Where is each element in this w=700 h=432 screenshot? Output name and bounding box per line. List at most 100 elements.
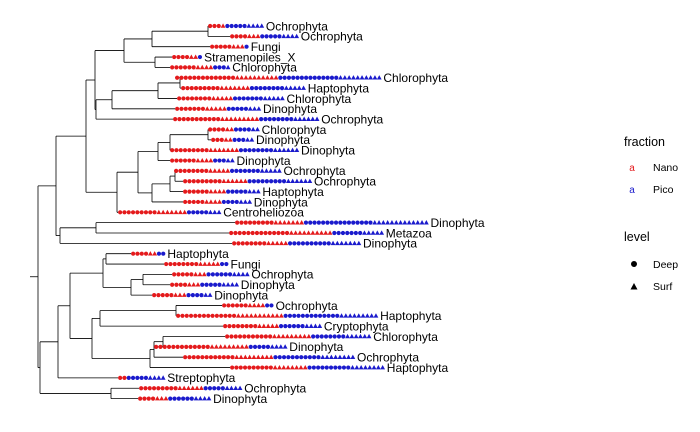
nano-deep-point xyxy=(198,86,203,91)
nano-deep-point xyxy=(183,199,188,205)
pico-deep-point xyxy=(172,396,177,401)
pico-deep-point xyxy=(359,220,364,225)
nano-surf-point xyxy=(235,313,241,318)
pico-surf-point xyxy=(289,33,295,39)
pico-surf-point xyxy=(255,23,260,28)
nano-deep-point xyxy=(230,365,235,370)
nano-surf-point xyxy=(195,282,201,287)
pico-deep-point xyxy=(256,148,261,153)
tip-bar-group xyxy=(118,375,166,380)
nano-deep-point xyxy=(201,344,206,349)
nano-surf-point xyxy=(173,292,179,297)
pico-deep-point xyxy=(283,313,288,318)
pico-deep-point xyxy=(278,75,283,80)
pico-surf-point xyxy=(296,85,302,90)
tip-label: Dinophyta xyxy=(213,392,267,406)
nano-surf-point xyxy=(240,313,246,318)
pico-deep-point xyxy=(130,375,136,380)
pico-deep-point xyxy=(181,396,186,401)
pico-deep-point xyxy=(199,210,204,215)
pico-deep-point xyxy=(217,65,222,70)
pico-surf-point xyxy=(285,178,291,184)
nano-deep-point xyxy=(238,365,243,370)
pico-surf-point xyxy=(256,106,262,111)
nano-deep-point xyxy=(214,44,219,49)
pico-surf-point xyxy=(379,230,385,235)
pico-surf-point xyxy=(225,64,231,70)
pico-deep-point xyxy=(329,220,334,225)
nano-deep-point xyxy=(173,117,178,122)
pico-surf-point xyxy=(343,313,349,318)
pico-surf-point xyxy=(324,354,330,359)
nano-deep-point xyxy=(229,230,234,236)
nano-deep-point xyxy=(226,75,231,80)
nano-deep-point xyxy=(183,106,188,111)
nano-surf-point xyxy=(314,230,320,235)
pico-deep-point xyxy=(210,272,215,277)
nano-deep-point xyxy=(216,127,221,132)
tip-bar-group xyxy=(170,64,231,70)
nano-surf-point xyxy=(284,333,290,339)
pico-deep-point xyxy=(213,158,218,163)
nano-surf-point xyxy=(223,137,229,142)
pico-deep-point xyxy=(320,365,325,370)
pico-surf-point xyxy=(353,333,359,339)
pico-deep-point xyxy=(161,251,166,256)
nano-deep-point xyxy=(204,355,209,360)
pico-deep-point xyxy=(312,220,317,225)
pico-deep-point xyxy=(312,355,317,360)
pico-surf-point xyxy=(347,313,353,318)
nano-surf-point xyxy=(225,168,231,173)
tip-bar-group xyxy=(229,230,385,236)
nano-deep-point xyxy=(208,355,214,360)
nano-deep-point xyxy=(187,355,192,360)
nano-deep-point xyxy=(227,313,232,318)
legend-nano-key: a xyxy=(629,163,635,174)
pico-surf-point xyxy=(402,220,408,225)
pico-surf-point xyxy=(262,95,268,101)
pico-deep-point xyxy=(281,355,287,360)
pico-deep-point xyxy=(273,34,278,39)
pico-deep-point xyxy=(229,23,234,29)
tip-label: Fungi xyxy=(231,257,261,271)
nano-surf-point xyxy=(169,209,175,215)
pico-deep-point xyxy=(143,375,149,380)
tip-point-bars xyxy=(118,23,429,401)
nano-surf-point xyxy=(202,261,208,266)
nano-deep-point xyxy=(214,313,219,318)
pico-surf-point xyxy=(358,364,364,370)
nano-surf-point xyxy=(252,75,257,80)
nano-deep-point xyxy=(208,23,213,29)
nano-deep-point xyxy=(176,261,182,267)
nano-deep-point xyxy=(189,96,195,101)
pico-deep-point xyxy=(251,179,257,184)
nano-surf-point xyxy=(213,106,219,111)
nano-deep-point xyxy=(225,334,230,339)
pico-deep-point xyxy=(234,199,239,205)
nano-deep-point xyxy=(263,230,268,236)
nano-deep-point xyxy=(230,355,235,360)
nano-deep-point xyxy=(143,251,149,256)
nano-surf-point xyxy=(177,292,183,297)
pico-surf-point xyxy=(362,230,367,235)
nano-deep-point xyxy=(252,220,257,225)
tip-bar-group xyxy=(174,168,282,173)
nano-surf-point xyxy=(159,396,165,401)
nano-deep-point xyxy=(192,75,197,80)
nano-surf-point xyxy=(302,333,307,339)
pico-deep-point xyxy=(221,65,226,70)
pico-deep-point xyxy=(287,324,292,329)
pico-deep-point xyxy=(207,386,213,391)
nano-deep-point xyxy=(192,106,197,111)
nano-surf-point xyxy=(163,396,169,401)
nano-deep-point xyxy=(187,199,192,205)
legend: fraction a Nano a Pico level Deep Surf xyxy=(624,135,678,293)
pico-surf-point xyxy=(244,271,250,277)
pico-surf-point xyxy=(411,220,416,225)
nano-deep-point xyxy=(200,199,205,205)
pico-deep-point xyxy=(323,334,329,339)
nano-deep-point xyxy=(209,75,214,80)
nano-deep-point xyxy=(179,75,184,80)
pico-deep-point xyxy=(287,241,293,246)
